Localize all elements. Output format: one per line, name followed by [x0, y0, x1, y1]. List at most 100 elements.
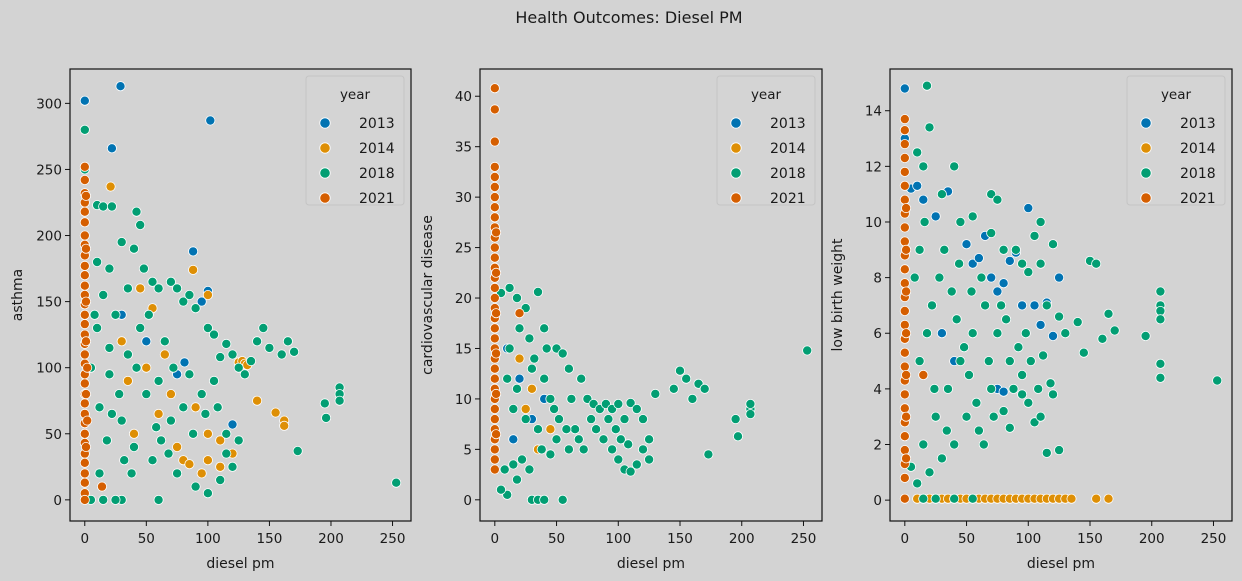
scatter-point-2018 [973, 425, 984, 436]
legend-label-2013: 2013 [1180, 116, 1216, 132]
x-tick-label: 250 [380, 531, 406, 547]
scatter-point-2018 [1212, 375, 1223, 386]
scatter-point-2021 [899, 493, 910, 504]
scatter-point-2018 [1038, 350, 1049, 361]
y-tick-label: 2 [873, 438, 882, 454]
scatter-point-2018 [196, 389, 207, 400]
legend-label-2018: 2018 [770, 166, 806, 182]
scatter-point-2018 [190, 481, 201, 492]
x-tick-label: 100 [1015, 531, 1041, 547]
scatter-point-2018 [941, 425, 952, 436]
scatter-point-2018 [178, 402, 189, 413]
scatter-point-2018 [615, 434, 626, 445]
scatter-point-2018 [929, 383, 940, 394]
scatter-point-2018 [1109, 325, 1120, 336]
scatter-point-2018 [644, 454, 655, 465]
scatter-point-2021 [489, 454, 500, 465]
scatter-point-2018 [1155, 358, 1166, 369]
scatter-point-2021 [491, 429, 502, 440]
scatter-point-2018 [576, 373, 587, 384]
subplot-asthma: 0 50 100 150 200 250 0 50 100 150 200 250 300 diesel … [10, 68, 412, 572]
scatter-point-2018 [1020, 328, 1031, 339]
scatter-point-2018 [215, 474, 226, 485]
scatter-point-2014 [122, 375, 133, 386]
scatter-point-2013 [141, 336, 152, 347]
scatter-point-2013 [1023, 203, 1034, 214]
scatter-point-2018 [499, 464, 510, 475]
scatter-point-2018 [1045, 378, 1056, 389]
scatter-point-2018 [625, 397, 636, 408]
scatter-point-2018 [986, 189, 997, 200]
legend-label-2018: 2018 [1180, 166, 1216, 182]
scatter-point-2018 [143, 309, 154, 320]
scatter-point-2018 [233, 362, 244, 373]
scatter-point-2018 [1097, 333, 1108, 344]
scatter-point-2021 [79, 260, 90, 271]
scatter-point-2018 [586, 414, 597, 425]
scatter-point-2018 [668, 383, 679, 394]
scatter-point-2018 [512, 383, 523, 394]
scatter-point-2014 [135, 283, 146, 294]
scatter-point-2018 [943, 383, 954, 394]
scatter-point-2018 [1155, 314, 1166, 325]
scatter-point-2018 [526, 363, 537, 374]
scatter-point-2021 [489, 104, 500, 115]
scatter-point-2018 [258, 322, 269, 333]
scatter-point-2021 [491, 267, 502, 278]
scatter-point-2018 [172, 283, 183, 294]
scatter-point-2018 [988, 411, 999, 422]
scatter-point-2018 [603, 414, 614, 425]
scatter-point-2018 [221, 338, 232, 349]
scatter-point-2014 [1066, 493, 1077, 504]
scatter-point-2018 [504, 282, 515, 293]
scatter-point-2018 [128, 441, 139, 452]
scatter-point-2021 [899, 305, 910, 316]
scatter-point-2018 [233, 435, 244, 446]
scatter-point-2018 [978, 439, 989, 450]
scatter-point-2018 [561, 424, 572, 435]
scatter-point-2018 [1029, 417, 1040, 428]
scatter-point-2021 [489, 363, 500, 374]
x-tick-label: 150 [257, 531, 283, 547]
scatter-point-2018 [245, 356, 256, 367]
scatter-point-2018 [986, 228, 997, 239]
scatter-point-2018 [156, 435, 167, 446]
scatter-point-2018 [971, 397, 982, 408]
scatter-point-2018 [591, 424, 602, 435]
scatter-point-2018 [128, 243, 139, 254]
scatter-point-2018 [924, 467, 935, 478]
scatter-point-2014 [202, 428, 213, 439]
scatter-point-2021 [79, 309, 90, 320]
axes-frame [69, 68, 412, 522]
scatter-points [489, 83, 813, 505]
x-axis-label: diesel pm [1027, 556, 1095, 572]
scatter-point-2013 [992, 286, 1003, 297]
scatter-point-2018 [289, 346, 300, 357]
scatter-point-2018 [699, 383, 710, 394]
scatter-point-2013 [936, 328, 947, 339]
scatter-point-2018 [998, 244, 1009, 255]
scatter-point-2018 [949, 161, 960, 172]
scatter-point-2021 [899, 180, 910, 191]
scatter-point-2021 [899, 152, 910, 163]
scatter-point-2018 [94, 402, 105, 413]
scatter-point-2018 [334, 395, 345, 406]
scatter-point-2018 [524, 464, 535, 475]
scatter-point-2018 [92, 322, 103, 333]
scatter-point-2018 [557, 348, 568, 359]
legend-label-2021: 2021 [770, 191, 806, 207]
scatter-point-2018 [153, 375, 164, 386]
scatter-point-2018 [638, 444, 649, 455]
scatter-point-2021 [899, 222, 910, 233]
scatter-point-2018 [104, 342, 115, 353]
scatter-point-2018 [1017, 258, 1028, 269]
scatter-point-2018 [681, 373, 692, 384]
scatter-point-2018 [1004, 356, 1015, 367]
scatter-point-2014 [202, 289, 213, 300]
scatter-point-2018 [508, 459, 519, 470]
scatter-point-2018 [114, 389, 125, 400]
scatter-point-2018 [955, 216, 966, 227]
scatter-point-2013 [912, 180, 923, 191]
scatter-point-2018 [533, 286, 544, 297]
scatter-point-2018 [996, 300, 1007, 311]
